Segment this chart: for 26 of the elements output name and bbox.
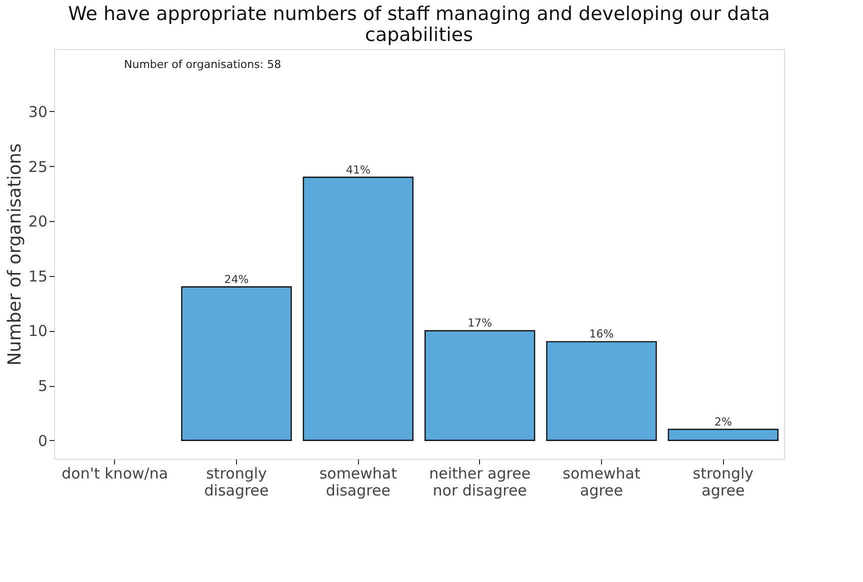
y-tick-label: 15: [28, 267, 48, 286]
x-tick-label: somewhat disagree: [319, 464, 398, 500]
y-tick-label: 0: [38, 432, 48, 450]
annotation: 41%: [346, 163, 370, 176]
x-tick-label: strongly disagree: [204, 464, 269, 500]
x-tick-label: somewhat agree: [562, 464, 640, 500]
y-tick-label: 25: [28, 158, 48, 176]
bar: [546, 341, 657, 441]
annotation: 17%: [468, 316, 492, 330]
x-tick-label: neither agree nor disagree: [429, 464, 531, 500]
y-tick-label: 20: [28, 212, 48, 231]
bar: [181, 286, 292, 441]
annotation: 2%: [714, 415, 732, 428]
annotation: 16%: [589, 328, 614, 341]
annotation: Number of organisations: 58: [124, 58, 282, 71]
y-tick-label: 30: [28, 102, 48, 121]
x-tick-label: don't know/na: [62, 464, 168, 482]
bar: [668, 428, 779, 441]
y-axis-title: Number of organisations: [4, 143, 26, 366]
x-tick-label: strongly agree: [692, 464, 754, 500]
annotation: 24%: [224, 272, 249, 286]
chart-title: We have appropriate numbers of staff managing and developing our data capabilities: [68, 3, 770, 46]
bar: [424, 330, 536, 441]
bar: [302, 176, 414, 441]
y-tick-label: 5: [38, 377, 48, 396]
y-tick-label: 10: [28, 322, 48, 340]
